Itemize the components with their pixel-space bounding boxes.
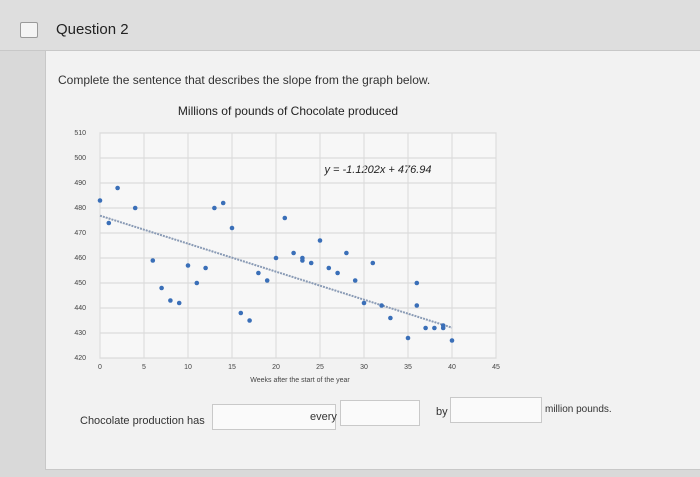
sentence-text: million pounds. — [545, 404, 612, 415]
x-axis-label: Weeks after the start of the year — [250, 377, 350, 384]
y-tick-label: 460 — [74, 255, 86, 262]
y-tick-label: 440 — [74, 305, 86, 312]
y-tick-label: 510 — [74, 130, 86, 137]
data-point — [414, 303, 420, 308]
data-point — [264, 278, 270, 283]
x-tick-label: 30 — [360, 364, 368, 371]
y-tick-label: 480 — [74, 205, 86, 212]
y-tick-label: 470 — [74, 230, 86, 237]
sentence-text: by — [436, 406, 448, 418]
y-tick-label: 430 — [74, 330, 86, 337]
answer-input[interactable] — [450, 397, 542, 423]
data-point — [317, 238, 323, 243]
data-point — [132, 205, 138, 211]
data-point — [335, 270, 340, 276]
data-point — [273, 255, 279, 261]
data-point — [159, 285, 164, 291]
data-point — [344, 250, 349, 256]
x-tick-label: 20 — [272, 364, 280, 371]
data-point — [308, 260, 314, 266]
data-point — [449, 338, 455, 343]
data-point — [185, 263, 191, 268]
x-tick-label: 35 — [404, 364, 412, 371]
data-point — [212, 205, 217, 211]
trend-line — [99, 214, 453, 329]
data-point — [203, 265, 208, 271]
chart: Millions of pounds of Chocolate produced… — [74, 104, 500, 384]
data-point — [291, 250, 296, 256]
data-point — [220, 200, 226, 206]
data-point — [405, 335, 411, 341]
data-point — [379, 303, 384, 308]
sentence-text: Chocolate production has — [80, 415, 205, 427]
y-tick-label: 490 — [74, 180, 86, 187]
data-point — [238, 310, 244, 316]
sentence-text: every — [310, 411, 337, 423]
prompt: Complete the sentence that describes the… — [58, 73, 431, 87]
x-tick-label: 0 — [98, 364, 102, 371]
data-point — [115, 185, 120, 191]
data-point — [168, 298, 173, 303]
x-tick-label: 10 — [184, 364, 192, 371]
x-tick-label: 5 — [142, 364, 146, 371]
y-tick-label: 450 — [74, 280, 86, 287]
data-point — [106, 220, 112, 226]
data-point — [176, 300, 182, 306]
data-point — [97, 198, 103, 203]
data-point — [432, 325, 437, 331]
x-tick-label: 45 — [492, 364, 500, 371]
data-point — [352, 278, 358, 283]
data-point — [423, 325, 428, 331]
answer-input[interactable] — [212, 404, 336, 430]
flag-icon[interactable] — [20, 22, 38, 38]
data-point — [300, 258, 305, 263]
data-point — [229, 225, 235, 231]
question-title: Question 2 — [56, 21, 129, 38]
plot-area — [99, 132, 497, 359]
data-point — [370, 260, 376, 266]
x-tick-label: 15 — [228, 364, 236, 371]
data-point — [194, 280, 200, 286]
data-point — [256, 270, 261, 276]
data-point — [440, 323, 446, 328]
data-point — [282, 215, 288, 221]
x-tick-label: 25 — [316, 364, 324, 371]
header: Question 2 — [0, 0, 700, 51]
data-point — [361, 300, 367, 306]
data-point — [414, 280, 420, 286]
equation: y = -1.1202x + 476.94 — [323, 164, 431, 176]
answer-input[interactable] — [340, 400, 420, 426]
data-point — [150, 258, 156, 263]
data-point — [326, 265, 332, 271]
data-point — [247, 318, 252, 323]
data-point — [388, 315, 393, 321]
y-tick-label: 420 — [74, 355, 86, 362]
y-tick-label: 500 — [74, 155, 86, 162]
chart-title: Millions of pounds of Chocolate produced — [178, 104, 398, 118]
x-tick-label: 40 — [448, 364, 456, 371]
